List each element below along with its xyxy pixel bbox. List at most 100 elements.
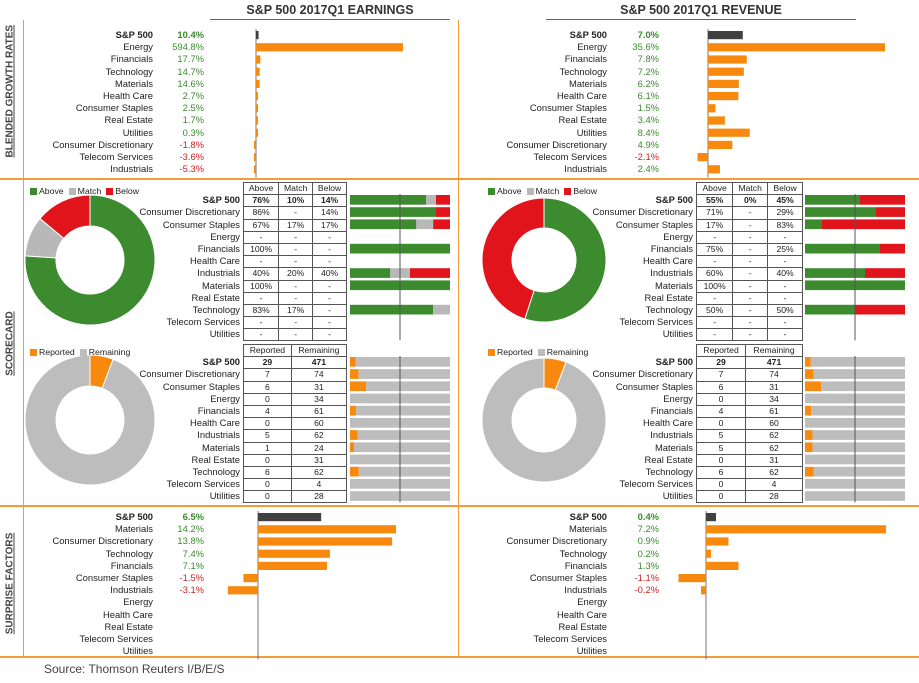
table-row: 100% - - [695,279,803,293]
legend-swatch [488,188,495,196]
bar-segment [805,243,880,254]
donut-slice [24,194,156,326]
category-row: Energy [0,596,676,608]
category-row: Utilities 8.4% [0,127,700,139]
category-label: Industrials [110,163,153,175]
divider [0,656,919,658]
category-label: Industrials [197,429,240,441]
table-cell: 6 [695,380,747,394]
table-cell: 4 [243,404,292,419]
bar [706,525,886,534]
table-cell: 62 [745,441,803,455]
category-label: Financials [650,405,693,416]
table-cell: 17% [278,218,314,232]
scorecard-table: Reported Remaining 29 471 7 74 6 31 0 34 4 61 0 60 5 62… [695,343,803,504]
table-row: 0 34 [695,392,803,406]
table-row: 100% - - [242,242,347,257]
stacked-bars [805,356,905,503]
value-label: 0.2% [637,547,659,559]
table-cell: 50% [767,303,803,318]
bar-segment [354,442,450,453]
table-cell: 24 [290,441,348,455]
category-label: Technology [105,65,153,77]
table-cell: 17% [695,218,734,232]
table-cell: 7 [243,368,292,382]
bar-segment [805,381,822,392]
legend-label: Below [573,186,597,196]
legend-item: Above [488,186,522,196]
value-label: -1.1% [634,572,660,583]
value-label: 1.5% [637,102,659,114]
table-cell: 20% [278,267,314,281]
table-cell: - [278,230,314,244]
table-row: --- [695,291,803,305]
category-label: S&P 500 [569,511,607,522]
category-row: Telecom Services [0,633,676,645]
table-cell: - [312,328,347,342]
category-label: Consumer Staples [529,102,607,114]
table-row: 6 31 [695,380,803,394]
table-cell: 34 [745,392,803,406]
category-label: S&P 500 [115,29,153,40]
table-cell: - [242,328,280,342]
earnings-title: S&P 500 2017Q1 EARNINGS [210,3,450,20]
table-row: --- [695,255,803,269]
table-cell: 0 [243,453,292,467]
category-label: S&P 500 [115,511,153,522]
table-cell: 75% [695,242,734,257]
table-row: 100% - - [242,279,347,293]
value-label: -3.1% [179,584,205,596]
table-row: --- [242,316,347,330]
legend-swatch [488,349,495,357]
bar [708,31,743,40]
table-cell: - [767,291,803,305]
table-cell: 4 [290,478,348,492]
value-label: 17.7% [177,53,204,65]
value-label: 10.4% [177,29,204,40]
category-label: Consumer Staples [75,102,153,114]
category-label: Utilities [576,645,607,657]
bar-segment [350,430,358,441]
category-label: Financials [110,559,153,571]
table-row: 0 60 [243,417,348,431]
stacked-bars [350,356,450,503]
bar [227,586,258,595]
table-cell: - [732,291,769,305]
value-label: 6.5% [182,511,204,522]
category-label: Telecom Services [166,316,240,328]
legend-label: Remaining [546,347,589,357]
bar [256,92,258,101]
table-cell: 55% [695,194,734,208]
bar-segment [812,442,905,453]
category-label: Materials [568,77,607,89]
value-label: 14.6% [177,77,204,89]
table-row: 71% -29% [695,206,803,220]
table-row: 0 31 [695,453,803,467]
category-label: Utilities [122,645,153,657]
category-label: Materials [654,441,693,453]
table-row: 0 60 [695,417,803,431]
table-cell: 60 [290,417,348,431]
legend-item: Above [30,186,64,196]
table-cell: 40% [312,267,347,281]
bar [256,128,258,137]
bar [256,43,403,52]
legend-swatch [526,188,534,196]
table-cell: 0 [695,453,747,467]
category-label: Energy [663,230,693,242]
earnings-reported-donut [24,354,156,486]
category-label: Technology [645,466,693,477]
category-row: Consumer Staples 2.5% [0,102,254,114]
table-row: 75% -25% [695,242,803,257]
category-row: Technology 7.2% [0,66,700,78]
bar-segment [350,304,433,315]
legend-label: Match [535,186,560,196]
table-row: 50% -50% [695,303,803,318]
table-cell: - [695,255,734,269]
table-cell: - [695,328,734,342]
table-cell: 10% [278,194,314,208]
bar-segment [813,369,905,380]
value-label: 7.8% [637,53,659,65]
category-label: Health Care [642,255,693,267]
category-label: Real Estate [644,291,693,303]
